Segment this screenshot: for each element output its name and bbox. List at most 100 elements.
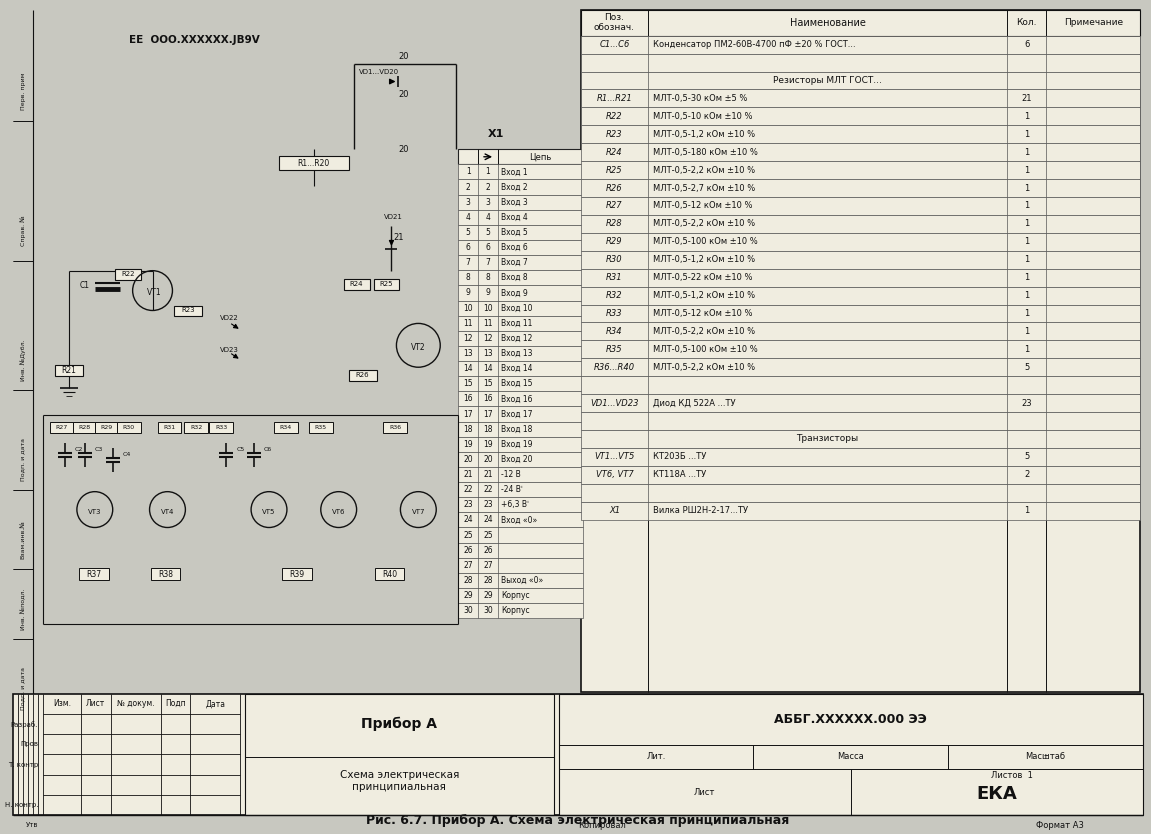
Bar — [458, 467, 582, 482]
Text: 5: 5 — [466, 228, 471, 237]
Bar — [580, 179, 1139, 197]
Text: Пров: Пров — [20, 741, 38, 747]
Text: 13: 13 — [464, 349, 473, 358]
Text: Вход 5: Вход 5 — [501, 228, 527, 237]
Bar — [580, 161, 1139, 179]
Text: Н. контр.: Н. контр. — [5, 802, 38, 808]
Text: 5: 5 — [1024, 452, 1029, 461]
Bar — [580, 251, 1139, 269]
Bar — [458, 346, 582, 361]
Bar — [458, 588, 582, 603]
Text: Вход 1: Вход 1 — [501, 168, 527, 177]
Text: МЛТ-0,5-2,2 кОм ±10 %: МЛТ-0,5-2,2 кОм ±10 % — [654, 363, 755, 372]
Text: 30: 30 — [483, 606, 493, 615]
Bar — [580, 287, 1139, 304]
Text: Подп: Подп — [165, 700, 185, 708]
Text: Справ. №: Справ. № — [21, 215, 26, 246]
Text: 1: 1 — [1024, 148, 1029, 157]
Text: X1: X1 — [609, 506, 620, 515]
Text: 1: 1 — [1024, 344, 1029, 354]
Text: 4: 4 — [486, 213, 490, 222]
Text: Вход 9: Вход 9 — [501, 289, 527, 298]
Bar — [458, 558, 582, 573]
Bar — [458, 452, 582, 467]
Text: Вход 4: Вход 4 — [501, 213, 527, 222]
Text: R29: R29 — [607, 238, 623, 246]
Bar — [558, 694, 1143, 815]
Bar — [344, 279, 369, 289]
Text: 6: 6 — [466, 243, 471, 252]
Text: R24: R24 — [350, 280, 364, 287]
Text: 1: 1 — [1024, 327, 1029, 336]
Text: 26: 26 — [483, 545, 493, 555]
Text: VT6: VT6 — [331, 509, 345, 515]
Bar — [580, 108, 1139, 125]
Bar — [383, 422, 407, 433]
Text: Конденсатор ПМ2-60В-4700 пФ ±20 % ГОСТ...: Конденсатор ПМ2-60В-4700 пФ ±20 % ГОСТ..… — [654, 40, 856, 49]
Text: КТ203Б ...ТУ: КТ203Б ...ТУ — [654, 452, 707, 461]
Text: R28: R28 — [78, 425, 91, 430]
Text: R35: R35 — [314, 425, 327, 430]
Text: 19: 19 — [483, 440, 493, 449]
Text: Вход 11: Вход 11 — [501, 319, 532, 328]
Text: Вход 13: Вход 13 — [501, 349, 533, 358]
Bar — [308, 422, 333, 433]
Text: Изм.: Изм. — [53, 700, 71, 708]
Bar — [580, 36, 1139, 53]
Text: R25: R25 — [380, 280, 394, 287]
Text: R26: R26 — [607, 183, 623, 193]
Text: C3: C3 — [94, 447, 104, 452]
Text: 10: 10 — [483, 304, 493, 313]
Text: Вход 14: Вход 14 — [501, 364, 533, 373]
Text: 22: 22 — [483, 485, 493, 495]
Bar — [33, 10, 580, 694]
Text: Разраб.: Разраб. — [10, 721, 38, 727]
Bar — [458, 164, 582, 179]
Text: VT1: VT1 — [147, 288, 162, 297]
Text: 1: 1 — [1024, 255, 1029, 264]
Bar — [116, 422, 140, 433]
Text: 27: 27 — [464, 560, 473, 570]
Bar — [458, 315, 582, 331]
Text: R39: R39 — [289, 570, 305, 579]
Text: 23: 23 — [1021, 399, 1032, 408]
Text: C1: C1 — [79, 281, 90, 290]
Bar — [458, 437, 582, 452]
Bar — [458, 573, 582, 588]
Text: 26: 26 — [464, 545, 473, 555]
Text: R23: R23 — [182, 308, 196, 314]
Bar — [458, 543, 582, 558]
Text: 1: 1 — [1024, 166, 1029, 174]
Bar — [209, 422, 234, 433]
Text: R34: R34 — [280, 425, 292, 430]
Text: Цепь: Цепь — [529, 153, 551, 161]
Text: C4: C4 — [123, 452, 131, 457]
Text: 15: 15 — [483, 379, 493, 389]
Text: МЛТ-0,5-100 кОм ±10 %: МЛТ-0,5-100 кОм ±10 % — [654, 344, 759, 354]
Bar — [458, 255, 582, 270]
Text: VT5: VT5 — [262, 509, 276, 515]
Text: R35: R35 — [607, 344, 623, 354]
Text: 1: 1 — [1024, 506, 1029, 515]
Bar — [580, 10, 1139, 691]
Text: R27: R27 — [607, 202, 623, 210]
Bar — [458, 421, 582, 437]
Text: Поз.
обознач.: Поз. обознач. — [594, 13, 635, 33]
Text: МЛТ-0,5-100 кОм ±10 %: МЛТ-0,5-100 кОм ±10 % — [654, 238, 759, 246]
Text: Вход 3: Вход 3 — [501, 198, 527, 207]
Text: 20: 20 — [398, 145, 409, 153]
Text: 18: 18 — [483, 425, 493, 434]
Text: Вход 20: Вход 20 — [501, 455, 533, 464]
Bar — [580, 376, 1139, 394]
Text: 1: 1 — [1024, 309, 1029, 318]
Text: 30: 30 — [463, 606, 473, 615]
Bar — [79, 568, 108, 580]
Text: C2: C2 — [75, 447, 83, 452]
Text: 15: 15 — [464, 379, 473, 389]
Text: Инв. №Дубл.: Инв. №Дубл. — [21, 339, 26, 381]
Text: 20: 20 — [483, 455, 493, 464]
Text: VD21: VD21 — [384, 214, 403, 220]
Text: 10: 10 — [464, 304, 473, 313]
Text: 5: 5 — [486, 228, 490, 237]
Text: VT2: VT2 — [411, 343, 426, 352]
